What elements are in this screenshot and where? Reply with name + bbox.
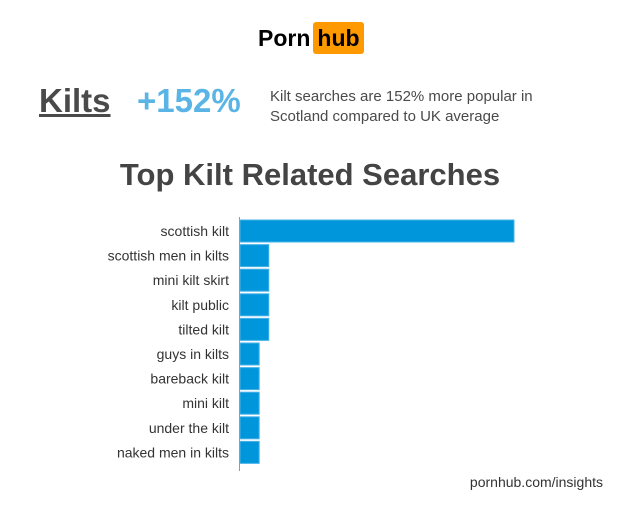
category-label: scottish men in kilts (108, 248, 229, 264)
bar-tilted-kilt (239, 317, 270, 341)
category-label: tilted kilt (178, 321, 229, 337)
category-label: scottish kilt (161, 223, 230, 239)
description-line: Kilt searches are 152% more popular in (270, 88, 533, 105)
bar-scottish-men-in-kilts (239, 244, 270, 268)
category-label: under the kilt (149, 420, 229, 436)
logo-badge: hub (313, 22, 364, 54)
bar-scottish-kilt (239, 219, 515, 243)
chart-title: Top Kilt Related Searches (119, 157, 501, 192)
bar-naked-men-in-kilts (239, 440, 260, 464)
category-label: kilt public (171, 297, 229, 313)
change-percent: +152% (137, 82, 241, 119)
bar-bareback-kilt (239, 367, 260, 391)
logo-text: Porn (258, 24, 311, 51)
bar-mini-kilt (239, 391, 260, 415)
category-label: bareback kilt (150, 371, 229, 387)
category-label: mini kilt skirt (153, 272, 229, 288)
bar-guys-in-kilts (239, 342, 260, 366)
description: Kilt searches are 152% more popular in S… (270, 87, 533, 127)
category-label: guys in kilts (157, 346, 229, 362)
bar-kilt-public (239, 293, 270, 317)
logo: Porn hub (258, 22, 364, 54)
description-line: Scotland compared to UK average (270, 108, 500, 125)
keyword: Kilts (39, 82, 111, 119)
bar-under-the-kilt (239, 416, 260, 440)
source-link[interactable]: pornhub.com/insights (469, 474, 603, 490)
category-label: mini kilt (182, 395, 229, 411)
bar-mini-kilt-skirt (239, 268, 270, 292)
category-label: naked men in kilts (117, 444, 229, 460)
